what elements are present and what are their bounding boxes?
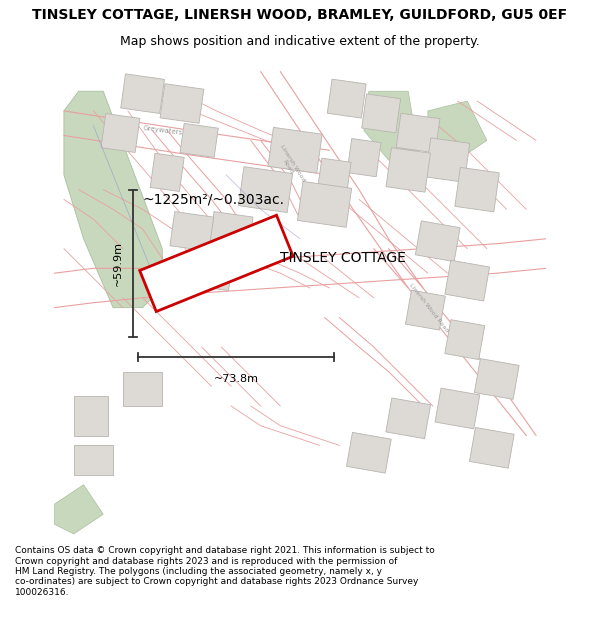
Polygon shape xyxy=(362,94,401,132)
Polygon shape xyxy=(318,158,351,191)
Polygon shape xyxy=(469,428,514,468)
Polygon shape xyxy=(170,212,214,251)
Polygon shape xyxy=(298,181,352,228)
Polygon shape xyxy=(364,91,418,160)
Polygon shape xyxy=(64,91,162,308)
Polygon shape xyxy=(180,123,218,158)
Polygon shape xyxy=(455,168,499,212)
Polygon shape xyxy=(238,167,293,212)
Polygon shape xyxy=(160,84,204,123)
Polygon shape xyxy=(74,446,113,475)
Polygon shape xyxy=(121,74,164,114)
Text: ~1225m²/~0.303ac.: ~1225m²/~0.303ac. xyxy=(143,192,284,206)
Text: Linersh Wood
Road: Linersh Wood Road xyxy=(274,144,306,186)
Polygon shape xyxy=(406,290,445,330)
Polygon shape xyxy=(475,359,519,399)
Polygon shape xyxy=(74,396,108,436)
Polygon shape xyxy=(347,139,381,177)
Text: TINSLEY COTTAGE, LINERSH WOOD, BRAMLEY, GUILDFORD, GU5 0EF: TINSLEY COTTAGE, LINERSH WOOD, BRAMLEY, … xyxy=(32,8,568,21)
Polygon shape xyxy=(327,79,366,118)
Polygon shape xyxy=(190,251,233,291)
Text: Greywaters: Greywaters xyxy=(143,125,183,136)
Polygon shape xyxy=(268,127,322,173)
Polygon shape xyxy=(123,372,162,406)
Polygon shape xyxy=(428,101,487,160)
Polygon shape xyxy=(209,212,253,251)
Text: ~73.8m: ~73.8m xyxy=(214,374,259,384)
Polygon shape xyxy=(386,398,431,439)
Polygon shape xyxy=(415,221,460,262)
Text: Map shows position and indicative extent of the property.: Map shows position and indicative extent… xyxy=(120,35,480,48)
Polygon shape xyxy=(346,432,391,473)
Polygon shape xyxy=(150,153,184,191)
Text: TINSLEY COTTAGE: TINSLEY COTTAGE xyxy=(280,251,406,266)
Polygon shape xyxy=(140,215,293,311)
Text: ~59.9m: ~59.9m xyxy=(113,241,123,286)
Polygon shape xyxy=(386,148,430,192)
Polygon shape xyxy=(425,138,470,182)
Polygon shape xyxy=(435,388,480,429)
Polygon shape xyxy=(101,114,140,152)
Polygon shape xyxy=(396,113,440,153)
Polygon shape xyxy=(445,319,485,359)
Text: Contains OS data © Crown copyright and database right 2021. This information is : Contains OS data © Crown copyright and d… xyxy=(15,546,435,597)
Polygon shape xyxy=(54,485,103,534)
Polygon shape xyxy=(445,260,490,301)
Text: Linersh Wood Road: Linersh Wood Road xyxy=(408,282,449,333)
